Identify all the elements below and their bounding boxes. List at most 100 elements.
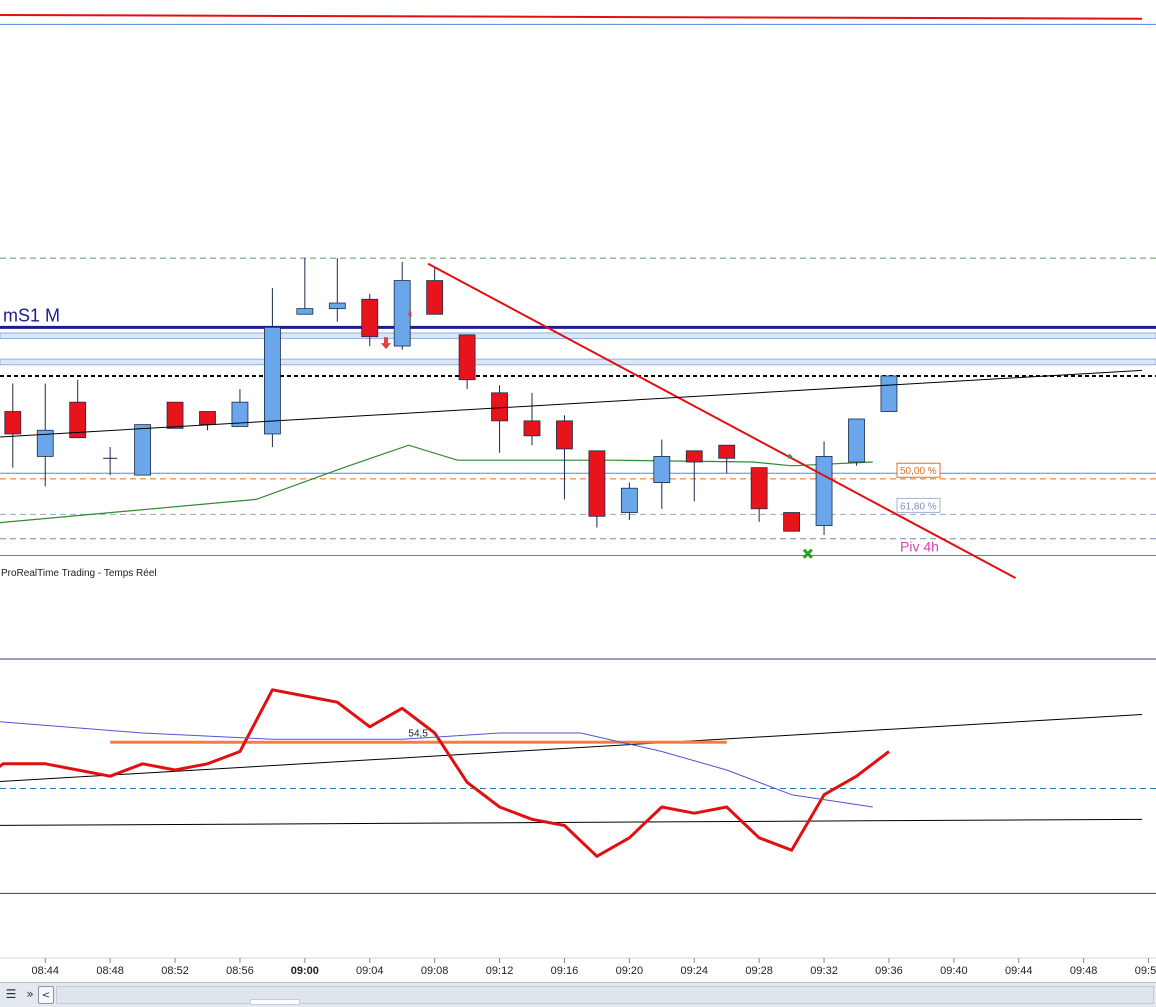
tick-label-09:40: 09:40	[940, 965, 968, 977]
candle-body	[4, 411, 22, 435]
candle-09:12	[491, 385, 508, 453]
candle-body	[718, 444, 736, 459]
osc-orange-level-label: 54,5	[408, 728, 428, 739]
candle-08:42	[4, 383, 22, 468]
candle-08:48	[103, 447, 118, 476]
osc-ascending-trendline	[0, 714, 1143, 783]
candle-09:00	[296, 258, 314, 315]
ms1-m-label: mS1 M	[3, 305, 60, 325]
candle-09:20	[620, 482, 638, 521]
fast-forward-icon[interactable]: »	[26, 987, 34, 1001]
fib-50-label-box	[896, 462, 941, 478]
tick-label-09:20: 09:20	[616, 965, 644, 977]
candle-09:36	[880, 375, 898, 412]
candle-body	[491, 392, 508, 422]
source-label: ProRealTime Trading - Temps Réel	[1, 568, 157, 579]
tick-label-09:44: 09:44	[1005, 965, 1033, 977]
candle-09:08	[426, 267, 444, 315]
candle-body	[134, 424, 152, 476]
candle-body	[166, 401, 184, 429]
ascending-black-trendline	[0, 369, 1143, 438]
candle-body	[750, 467, 768, 510]
candle-09:26	[718, 444, 736, 474]
x-stroke	[802, 548, 813, 559]
upper-resistance-zone	[0, 332, 1156, 340]
candle-body	[588, 450, 606, 517]
candle-body	[458, 334, 476, 381]
osc-lower-trendline	[0, 818, 1143, 826]
candle-09:16	[556, 415, 573, 500]
candle-body	[263, 326, 281, 435]
tick-label-09:48: 09:48	[1070, 965, 1098, 977]
candle-09:18	[588, 450, 606, 528]
oscillator-panel: 54,5	[0, 658, 1156, 894]
tick-label-08:48: 08:48	[96, 965, 124, 977]
candle-09:06	[393, 261, 411, 350]
descending-red-trendline	[427, 262, 1016, 579]
scrollbar-thumb[interactable]	[250, 999, 300, 1005]
candle-body	[685, 450, 703, 463]
lower-resistance-zone	[0, 358, 1156, 366]
oscillator-line	[0, 688, 890, 858]
green-x-icon	[802, 548, 813, 559]
candle-body	[620, 487, 638, 513]
candle-08:58	[263, 288, 281, 448]
tick-label-09:16: 09:16	[551, 965, 579, 977]
fib-618-label-box	[896, 497, 941, 513]
candle-body	[69, 401, 87, 439]
candle-body	[296, 308, 314, 315]
menu-icon[interactable]: ☰	[5, 987, 17, 1001]
candle-body	[815, 456, 833, 527]
candle-09:14	[523, 392, 541, 446]
arrow-head	[380, 343, 391, 350]
candle-08:52	[166, 401, 184, 429]
tick-label-09:08: 09:08	[421, 965, 449, 977]
oscillator-signal-line	[0, 721, 873, 808]
candle-09:30	[783, 512, 800, 532]
candle-body	[231, 401, 249, 427]
candle-09:10	[458, 334, 476, 390]
candle-09:32	[815, 441, 833, 535]
candle-body	[523, 420, 541, 437]
candle-body	[653, 456, 671, 484]
sell-arrow-icon	[380, 337, 391, 350]
tick-label-09:12: 09:12	[486, 965, 514, 977]
time-axis: 08:44 08:48 08:52 08:56 09:00 09:04 09:08 09:12…	[0, 957, 1156, 977]
tick-label-09:04: 09:04	[356, 965, 384, 977]
candle-09:04	[361, 293, 379, 347]
tick-label-09:00: 09:00	[291, 965, 319, 977]
tick-label-08:56: 08:56	[226, 965, 254, 977]
candle-body	[556, 420, 573, 450]
candle-09:22	[653, 439, 671, 509]
right-triangle-icon	[788, 453, 793, 460]
fib-618-label-text: 61,80 %	[900, 501, 937, 512]
candle-08:56	[231, 389, 249, 427]
candle-body	[880, 375, 898, 412]
chevron-left-icon[interactable]: <	[38, 986, 54, 1004]
candle-body	[848, 418, 865, 463]
tick-label-09:32: 09:32	[810, 965, 838, 977]
price-panel: mS1 M Piv 4h 50,00 % 61,80 %	[0, 14, 1156, 579]
candle-body	[783, 512, 800, 532]
left-triangle-icon	[407, 311, 412, 318]
tick-label-09:28: 09:28	[745, 965, 773, 977]
tick-label-08:44: 08:44	[31, 965, 59, 977]
bottom-toolbar: ☰ » <	[0, 982, 1156, 1007]
tick-label-09:36: 09:36	[875, 965, 903, 977]
tick-label-08:52: 08:52	[161, 965, 189, 977]
candle-body	[393, 280, 411, 347]
candle-09:34	[848, 418, 865, 466]
tick-label-09:52: 09:52	[1135, 965, 1156, 977]
piv-4h-label: Piv 4h	[900, 539, 939, 555]
candle-08:50	[134, 424, 152, 476]
fib-50-label: 50,00 %	[896, 462, 941, 478]
candle-body	[426, 280, 444, 315]
candle-09:24	[685, 450, 703, 502]
top-red-trendline	[0, 14, 1143, 20]
candle-body	[199, 411, 216, 426]
time-scrollbar[interactable]	[56, 986, 1154, 1004]
fib-50-label-text: 50,00 %	[900, 466, 937, 477]
candle-08:44	[36, 383, 54, 487]
candle-body	[361, 298, 379, 338]
